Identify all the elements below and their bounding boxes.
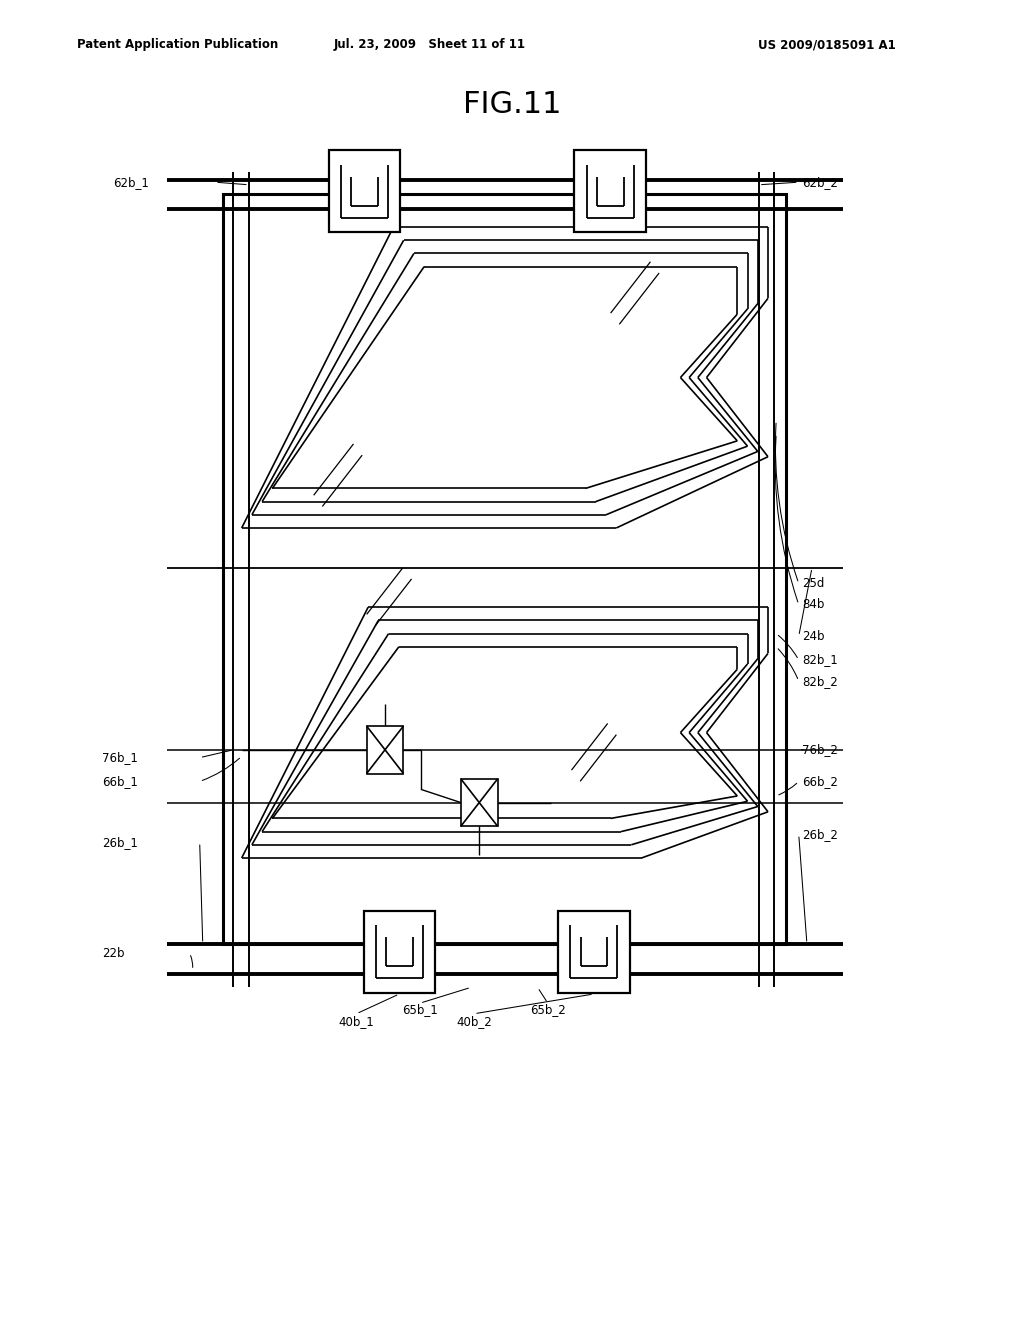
Bar xyxy=(574,150,646,232)
Bar xyxy=(367,726,403,774)
Text: 26b_1: 26b_1 xyxy=(102,836,138,849)
Text: 66b_1: 66b_1 xyxy=(102,775,138,788)
Text: 40b_1: 40b_1 xyxy=(339,1015,374,1028)
Text: 84b: 84b xyxy=(802,598,824,611)
Bar xyxy=(461,779,498,826)
Text: 62b_2: 62b_2 xyxy=(802,176,838,189)
Text: US 2009/0185091 A1: US 2009/0185091 A1 xyxy=(758,38,896,51)
Text: 66b_2: 66b_2 xyxy=(802,775,838,788)
Text: 82b_1: 82b_1 xyxy=(802,653,838,667)
Text: 24b: 24b xyxy=(802,630,824,643)
Text: 25d: 25d xyxy=(802,577,824,590)
Text: 65b_1: 65b_1 xyxy=(402,1003,437,1016)
Text: 40b_2: 40b_2 xyxy=(457,1015,492,1028)
Text: Patent Application Publication: Patent Application Publication xyxy=(77,38,279,51)
Text: 22b: 22b xyxy=(102,946,125,960)
Text: 26b_2: 26b_2 xyxy=(802,828,838,841)
Bar xyxy=(364,911,435,993)
Text: 62b_1: 62b_1 xyxy=(113,176,148,189)
Text: Jul. 23, 2009   Sheet 11 of 11: Jul. 23, 2009 Sheet 11 of 11 xyxy=(334,38,526,51)
Text: 76b_2: 76b_2 xyxy=(802,743,838,756)
Bar xyxy=(558,911,630,993)
Text: 65b_2: 65b_2 xyxy=(530,1003,565,1016)
Text: 76b_1: 76b_1 xyxy=(102,751,138,764)
Text: FIG.11: FIG.11 xyxy=(463,90,561,119)
Bar xyxy=(223,194,786,944)
Bar xyxy=(329,150,400,232)
Text: 82b_2: 82b_2 xyxy=(802,675,838,688)
